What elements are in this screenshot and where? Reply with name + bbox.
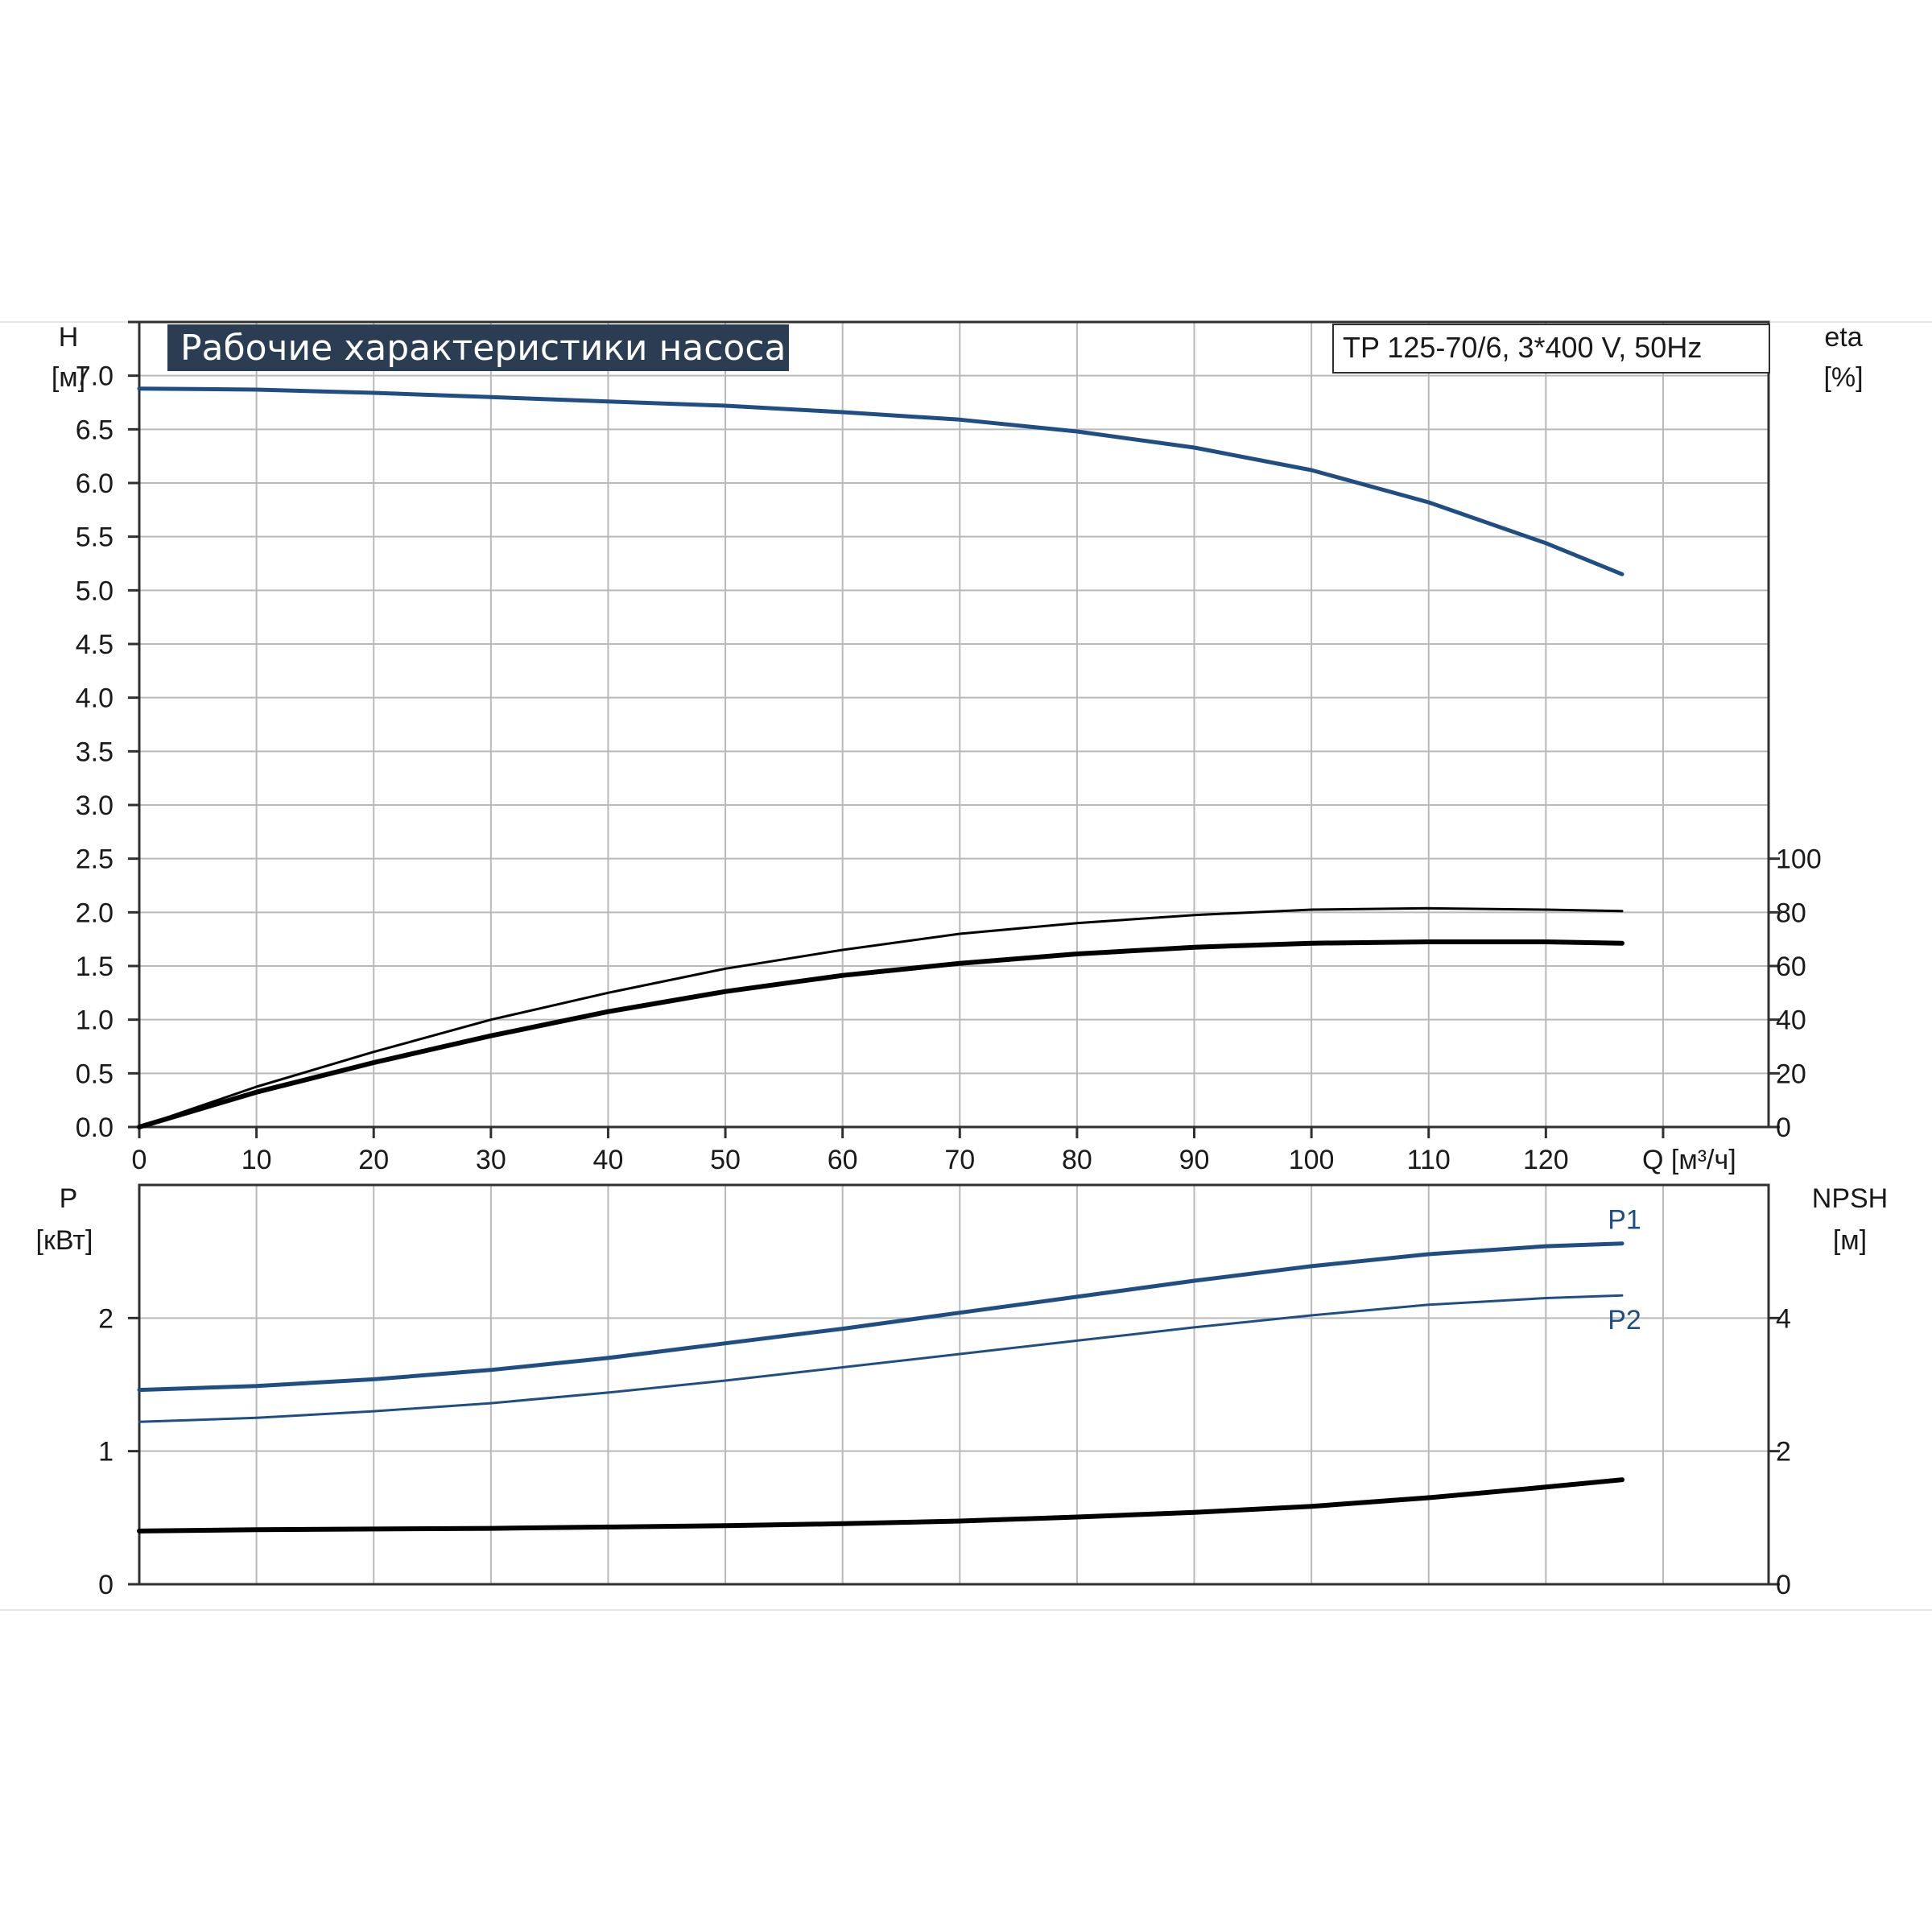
top-y-axis-unit: [м] (52, 362, 85, 393)
title-box (167, 324, 789, 371)
top-y-tick-label: 1.5 (76, 952, 114, 982)
bottom-y-tick-label: 1 (98, 1437, 114, 1468)
x-tick-label: 110 (1407, 1145, 1451, 1175)
top-y-tick-label: 1.0 (76, 1005, 114, 1036)
bottom-y-axis-unit: [кВт] (36, 1225, 93, 1256)
top-y2-axis-title: eta (1824, 322, 1862, 353)
bottom-y2-tick-label: 4 (1776, 1303, 1791, 1334)
top-y2-tick-label: 60 (1776, 952, 1806, 982)
bottom-y-tick-label: 2 (98, 1303, 114, 1334)
top-y-tick-label: 2.5 (76, 844, 114, 875)
bottom-curve-0 (137, 1241, 1624, 1393)
top-y2-tick-label: 80 (1776, 898, 1806, 928)
model-box (1332, 324, 1770, 374)
bottom-y2-axis-unit: [м] (1833, 1225, 1867, 1256)
top-y2-tick-label: 20 (1776, 1059, 1806, 1089)
x-tick-label: 0 (132, 1145, 147, 1175)
bottom-y2-axis-title: NPSH (1812, 1183, 1888, 1214)
x-axis-title: Q [м³/ч] (1642, 1145, 1736, 1175)
top-y2-tick-label: 100 (1776, 844, 1822, 875)
top-y2-axis-unit: [%] (1823, 362, 1863, 393)
bottom-y-axis-title: P (60, 1183, 78, 1214)
model-label: TP 125-70/6, 3*400 V, 50Hz (1343, 331, 1702, 364)
top-y-tick-label: 5.5 (76, 522, 114, 553)
top-y-tick-label: 0.0 (76, 1113, 114, 1143)
top-y-tick-label: 4.0 (76, 683, 114, 714)
x-tick-label: 50 (710, 1145, 741, 1175)
x-tick-label: 40 (593, 1145, 624, 1175)
x-tick-label: 60 (828, 1145, 858, 1175)
x-tick-label: 20 (358, 1145, 389, 1175)
top-y-tick-label: 5.0 (76, 576, 114, 606)
top-y-axis-title: H (59, 322, 79, 353)
series-label-p1: P1 (1608, 1205, 1641, 1236)
bottom-plot-frame (138, 1183, 1770, 1586)
chart-title: Рабочие характеристики насоса (180, 328, 786, 369)
bottom-curve-2 (137, 1477, 1624, 1534)
x-tick-label: 30 (476, 1145, 506, 1175)
x-tick-label: 80 (1062, 1145, 1092, 1175)
x-tick-label: 90 (1179, 1145, 1210, 1175)
top-y-tick-label: 3.0 (76, 791, 114, 821)
x-tick-label: 100 (1289, 1145, 1335, 1175)
top-y2-tick-label: 0 (1776, 1113, 1791, 1143)
x-tick-label: 10 (242, 1145, 272, 1175)
top-y-tick-label: 2.0 (76, 898, 114, 928)
top-y-tick-label: 6.5 (76, 415, 114, 445)
bottom-y2-tick-label: 0 (1776, 1570, 1791, 1600)
top-y-tick-label: 3.5 (76, 737, 114, 767)
x-tick-label: 120 (1523, 1145, 1569, 1175)
top-curve-1 (138, 906, 1624, 1129)
top-y2-tick-label: 40 (1776, 1005, 1806, 1036)
top-y-tick-label: 6.0 (76, 469, 114, 499)
series-label-p2: P2 (1608, 1305, 1641, 1335)
top-plot-frame (138, 320, 1770, 1129)
top-y-tick-label: 0.5 (76, 1059, 114, 1089)
top-curve-2 (137, 939, 1624, 1129)
bottom-curve-1 (138, 1294, 1624, 1423)
top-y-tick-label: 4.5 (76, 630, 114, 660)
bottom-y2-tick-label: 2 (1776, 1437, 1791, 1468)
top-curve-0 (137, 386, 1624, 576)
top-y-tick-label: 7.0 (76, 361, 114, 392)
bottom-y-tick-label: 0 (98, 1570, 114, 1600)
x-tick-label: 70 (944, 1145, 975, 1175)
